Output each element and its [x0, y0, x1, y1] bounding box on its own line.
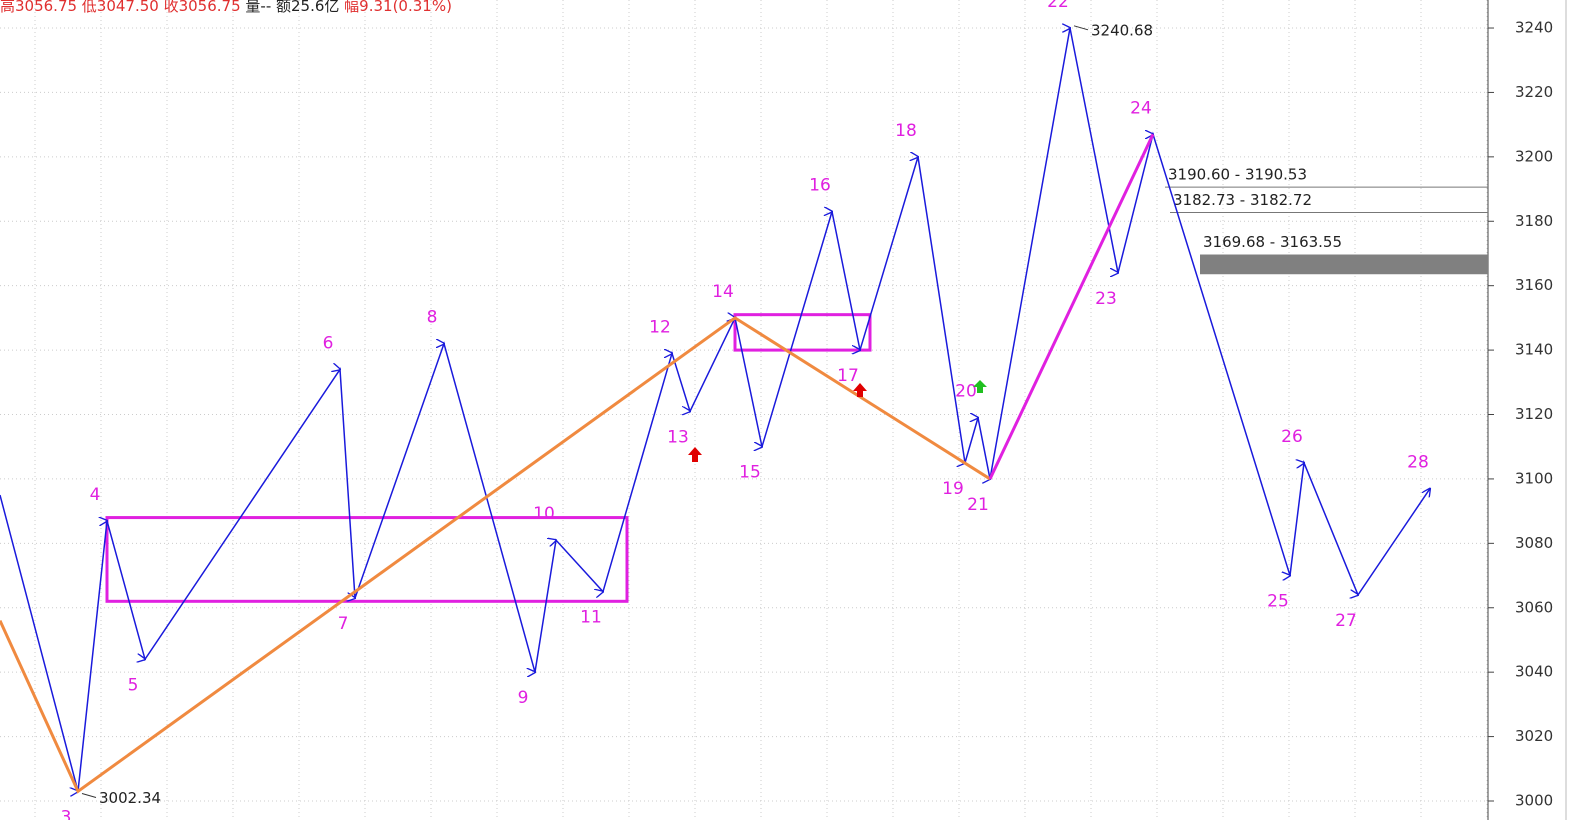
y-tick-label: 3200: [1515, 147, 1553, 165]
point-label: 28: [1407, 453, 1429, 473]
point-label: 15: [739, 463, 761, 483]
y-tick-label: 3080: [1515, 534, 1553, 552]
header-item: 量-- 额25.6亿: [245, 0, 344, 15]
point-label: 6: [323, 333, 334, 353]
point-label: 9: [518, 688, 529, 708]
series-line: [0, 28, 1430, 791]
series-line: [988, 133, 1155, 480]
header-item: 高3056.75 低3047.50 收3056.75: [0, 0, 245, 15]
point-label: 4: [90, 485, 101, 505]
point-label: 11: [580, 608, 602, 628]
point-label: 7: [338, 614, 349, 634]
y-tick-label: 3120: [1515, 405, 1553, 423]
buy-arrow: [853, 383, 867, 397]
point-label: 3: [61, 807, 72, 820]
y-tick-label: 3000: [1515, 791, 1553, 809]
level-label: 3190.60 - 3190.53: [1168, 166, 1307, 184]
y-tick-label: 3040: [1515, 663, 1553, 681]
header-item: 幅9.31(0.31%): [344, 0, 452, 15]
plot: 3190.60 - 3190.53 3182.73 - 3182.72 3169.6…: [0, 0, 1488, 820]
y-tick-label: 3060: [1515, 598, 1553, 616]
point-label: 27: [1335, 611, 1357, 631]
point-label: 10: [533, 504, 555, 524]
point-label: 5: [128, 675, 139, 695]
point-label: 22: [1047, 0, 1069, 12]
point-label: 19: [942, 479, 964, 499]
y-tick-label: 3140: [1515, 341, 1553, 359]
extreme-label: 3002.34: [99, 789, 161, 807]
point-label: 21: [967, 495, 989, 515]
extreme-label: 3240.68: [1091, 21, 1153, 39]
level-band: [1200, 254, 1488, 275]
series-line: [0, 316, 991, 794]
y-tick-label: 3240: [1515, 19, 1553, 37]
point-label: 20: [955, 382, 977, 402]
y-tick-label: 3020: [1515, 727, 1553, 745]
buy-arrow: [688, 447, 702, 462]
extreme-pointer: [1073, 25, 1089, 31]
extreme-pointer: [81, 792, 97, 798]
y-tick-label: 3180: [1515, 212, 1553, 230]
level-label: 3182.73 - 3182.72: [1173, 191, 1312, 209]
point-label: 26: [1281, 427, 1303, 447]
point-label: 18: [895, 121, 917, 141]
signal-arrow: [973, 380, 987, 393]
point-label: 14: [712, 282, 734, 302]
point-label: 24: [1130, 98, 1152, 118]
point-label: 16: [809, 176, 831, 196]
point-label: 13: [667, 427, 689, 447]
point-label: 12: [649, 317, 671, 337]
point-label: 8: [427, 308, 438, 328]
y-tick-label: 3220: [1515, 83, 1553, 101]
level-label: 3169.68 - 3163.55: [1203, 233, 1342, 251]
header: 高3056.75 低3047.50 收3056.75 量-- 额25.6亿 幅9…: [0, 0, 452, 15]
point-label: 23: [1095, 289, 1117, 309]
point-label: 25: [1267, 592, 1289, 612]
y-tick-label: 3100: [1515, 469, 1553, 487]
point-label: 17: [837, 366, 859, 386]
y-tick-label: 3160: [1515, 276, 1553, 294]
